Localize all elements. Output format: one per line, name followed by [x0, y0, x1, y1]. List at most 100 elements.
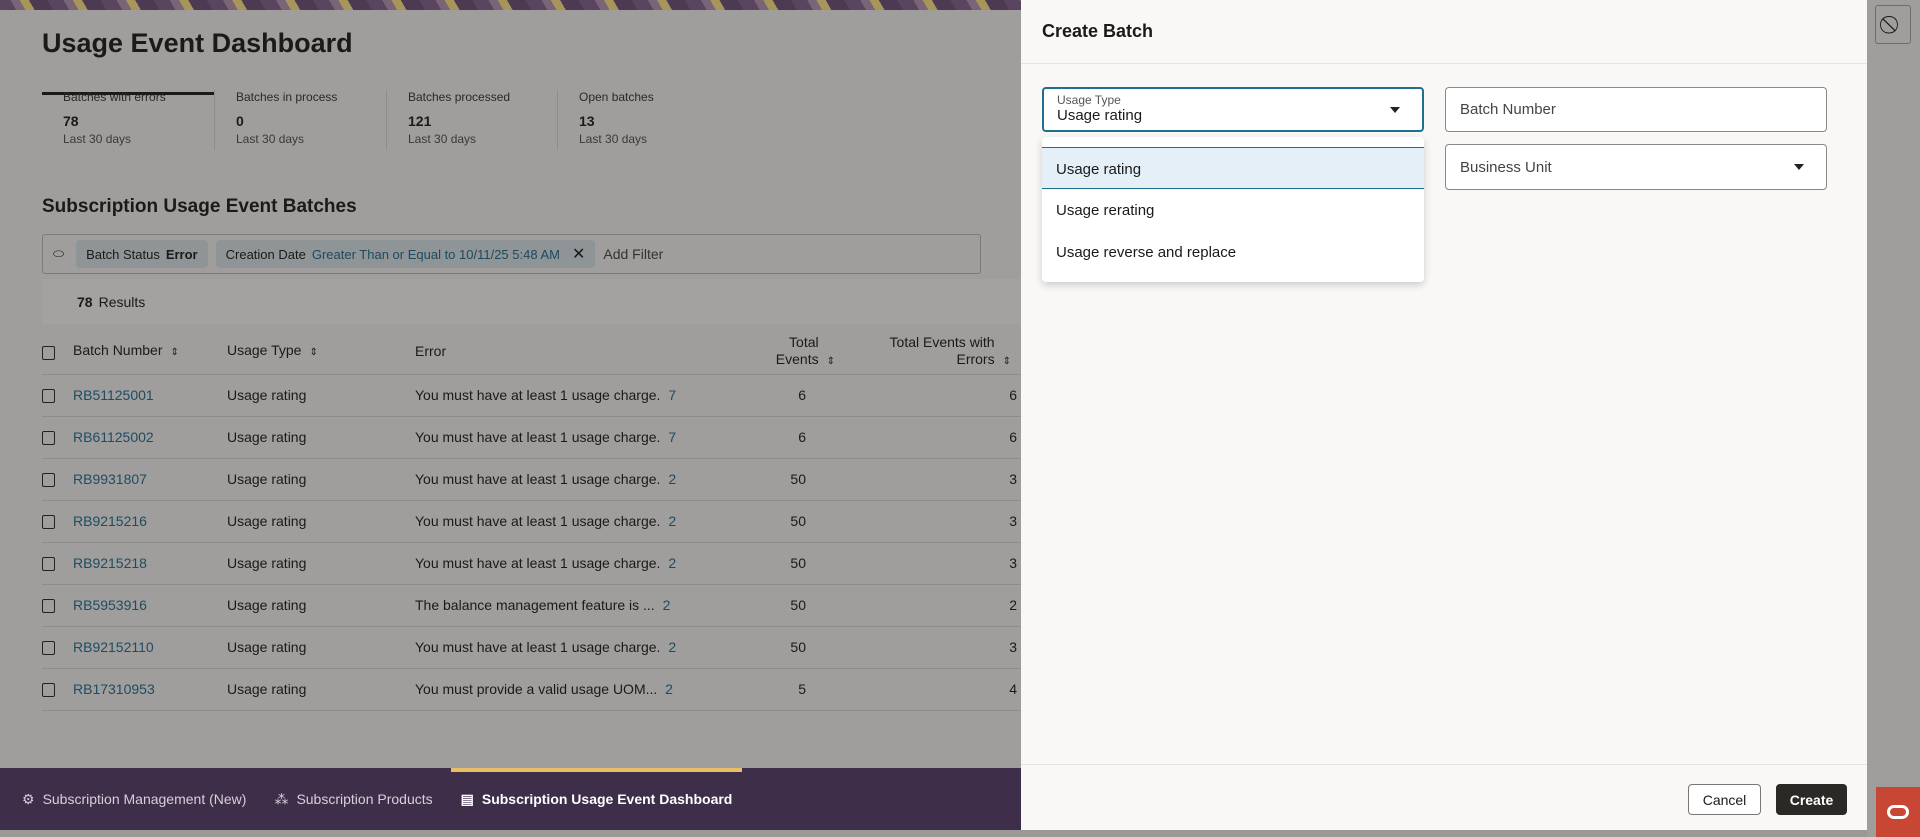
- results-count: 78 Results: [42, 279, 1021, 324]
- error-count-link[interactable]: 2: [665, 681, 673, 697]
- metric-period: Last 30 days: [63, 132, 132, 146]
- filter-icon[interactable]: ⬭: [53, 246, 65, 261]
- drawer-header: [1021, 0, 1867, 64]
- option-usage-reverse-replace[interactable]: Usage reverse and replace: [1056, 244, 1237, 261]
- row-checkbox[interactable]: [42, 557, 55, 572]
- select-all-checkbox[interactable]: [42, 345, 55, 360]
- tab-bar: ⚙ Subscription Management (New) ⁂ Subscrip…: [0, 768, 1021, 830]
- add-filter-input[interactable]: Add Filter: [603, 246, 664, 262]
- option-usage-rerating[interactable]: Usage rerating: [1056, 202, 1155, 219]
- usage-type-cell: Usage rating: [227, 500, 415, 543]
- create-batch-drawer: Create Batch Usage Type Usage rating Bat…: [1021, 0, 1867, 830]
- option-usage-rating[interactable]: Usage rating: [1042, 147, 1424, 189]
- total-events-cell: 5: [715, 668, 835, 711]
- total-events-cell: 50: [715, 500, 835, 543]
- table-row: RB9931807 Usage rating You must have at …: [42, 458, 1021, 501]
- error-count-link[interactable]: 2: [668, 555, 677, 571]
- filter-chip-batch-status[interactable]: Batch Status Error: [76, 240, 208, 268]
- metric-card: Open batches 13 Last 30 days: [557, 90, 728, 150]
- error-count-link[interactable]: 2: [662, 597, 671, 613]
- row-checkbox[interactable]: [42, 389, 55, 404]
- chevron-down-icon: [1794, 164, 1804, 170]
- status-bar: [0, 830, 1867, 837]
- events-with-errors-cell: 6: [835, 416, 1021, 459]
- total-events-cell: 50: [715, 458, 835, 501]
- col-usage-type[interactable]: Usage Type ⇕: [227, 330, 415, 375]
- metric-period: Last 30 days: [579, 132, 648, 146]
- col-total-events-errors[interactable]: Total Events with Errors ⇕: [835, 330, 1021, 375]
- row-checkbox[interactable]: [42, 515, 55, 530]
- metric-period: Last 30 days: [408, 132, 477, 146]
- usage-type-cell: Usage rating: [227, 458, 415, 501]
- batch-number-link[interactable]: RB61125002: [73, 429, 154, 445]
- error-text: You must have at least 1 usage charge.: [415, 639, 661, 655]
- usage-type-cell: Usage rating: [227, 374, 415, 417]
- header-banner: [0, 0, 1021, 10]
- tab-usage-event-dashboard[interactable]: ▤ Subscription Usage Event Dashboard: [450, 768, 743, 830]
- tab-subscription-products[interactable]: ⁂ Subscription Products: [274, 790, 433, 808]
- usage-type-listbox: Usage rating Usage rerating Usage revers…: [1042, 137, 1424, 282]
- filter-bar[interactable]: ⬭ Batch Status Error Creation Date Greater…: [42, 234, 981, 274]
- error-count-link[interactable]: 7: [668, 387, 677, 403]
- drawer-title: Create Batch: [1042, 21, 1154, 41]
- metric-label: Open batches: [579, 90, 654, 104]
- batch-number-link[interactable]: RB9931807: [73, 471, 147, 487]
- table-row: RB61125002 Usage rating You must have at…: [42, 416, 1021, 459]
- events-with-errors-cell: 3: [835, 458, 1021, 501]
- metric-period: Last 30 days: [236, 132, 305, 146]
- error-text: You must have at least 1 usage charge.: [415, 555, 661, 571]
- batch-number-link[interactable]: RB5953916: [73, 597, 147, 613]
- col-error: Error: [415, 330, 715, 375]
- table-row: RB9215216 Usage rating You must have at …: [42, 500, 1021, 543]
- batch-number-link[interactable]: RB51125001: [73, 387, 154, 403]
- batch-number-link[interactable]: RB9215216: [73, 513, 147, 529]
- error-text: You must have at least 1 usage charge.: [415, 387, 661, 403]
- block-icon-button[interactable]: ⃠: [1875, 5, 1911, 44]
- create-button[interactable]: Create: [1776, 784, 1847, 815]
- filter-chip-creation-date[interactable]: Creation Date Greater Than or Equal to 10…: [215, 240, 596, 268]
- batch-number-link[interactable]: RB92152110: [73, 639, 154, 655]
- usage-type-cell: Usage rating: [227, 416, 415, 459]
- row-checkbox[interactable]: [42, 431, 55, 446]
- metric-value: 78: [63, 113, 79, 129]
- metric-card: Batches in process 0 Last 30 days: [214, 90, 385, 150]
- row-checkbox[interactable]: [42, 473, 55, 488]
- row-checkbox[interactable]: [42, 683, 55, 698]
- usage-type-select[interactable]: Usage Type Usage rating: [1042, 87, 1424, 132]
- col-batch-number[interactable]: Batch Number ⇕: [73, 330, 227, 375]
- table-row: RB9215218 Usage rating You must have at …: [42, 542, 1021, 585]
- error-count-link[interactable]: 2: [668, 471, 677, 487]
- total-events-cell: 50: [715, 542, 835, 585]
- metric-label: Batches in process: [236, 90, 338, 104]
- batch-number-link[interactable]: RB17310953: [73, 681, 155, 697]
- error-count-link[interactable]: 7: [668, 429, 677, 445]
- col-total-events[interactable]: Total Events ⇕: [715, 330, 835, 375]
- clear-filter-icon[interactable]: ✕: [571, 246, 586, 263]
- batch-number-link[interactable]: RB9215218: [73, 555, 147, 571]
- metric-value: 121: [408, 113, 432, 129]
- usage-type-cell: Usage rating: [227, 668, 415, 711]
- tab-subscription-management[interactable]: ⚙ Subscription Management (New): [22, 790, 247, 808]
- row-checkbox[interactable]: [42, 641, 55, 656]
- events-with-errors-cell: 3: [835, 542, 1021, 585]
- metric-card: Batches processed 121 Last 30 days: [386, 90, 557, 150]
- total-events-cell: 50: [715, 584, 835, 627]
- table-row: RB51125001 Usage rating You must have at…: [42, 374, 1021, 417]
- total-events-cell: 6: [715, 416, 835, 459]
- batch-number-input[interactable]: Batch Number: [1445, 87, 1827, 132]
- error-text: The balance management feature is ...: [415, 597, 655, 613]
- cancel-button[interactable]: Cancel: [1688, 784, 1761, 815]
- error-count-link[interactable]: 2: [668, 639, 677, 655]
- metric-label: Batches with errors: [63, 90, 166, 104]
- row-checkbox[interactable]: [42, 599, 55, 614]
- events-with-errors-cell: 3: [835, 500, 1021, 543]
- metric-card: Batches with errors 78 Last 30 days: [42, 90, 213, 150]
- usage-type-cell: Usage rating: [227, 626, 415, 669]
- total-events-cell: 50: [715, 626, 835, 669]
- error-count-link[interactable]: 2: [668, 513, 677, 529]
- metric-label: Batches processed: [408, 90, 511, 104]
- drawer-footer-divider: [1021, 764, 1867, 765]
- business-unit-select[interactable]: Business Unit: [1445, 144, 1827, 190]
- oracle-logo-button[interactable]: [1876, 787, 1920, 837]
- metric-value: 0: [236, 113, 244, 129]
